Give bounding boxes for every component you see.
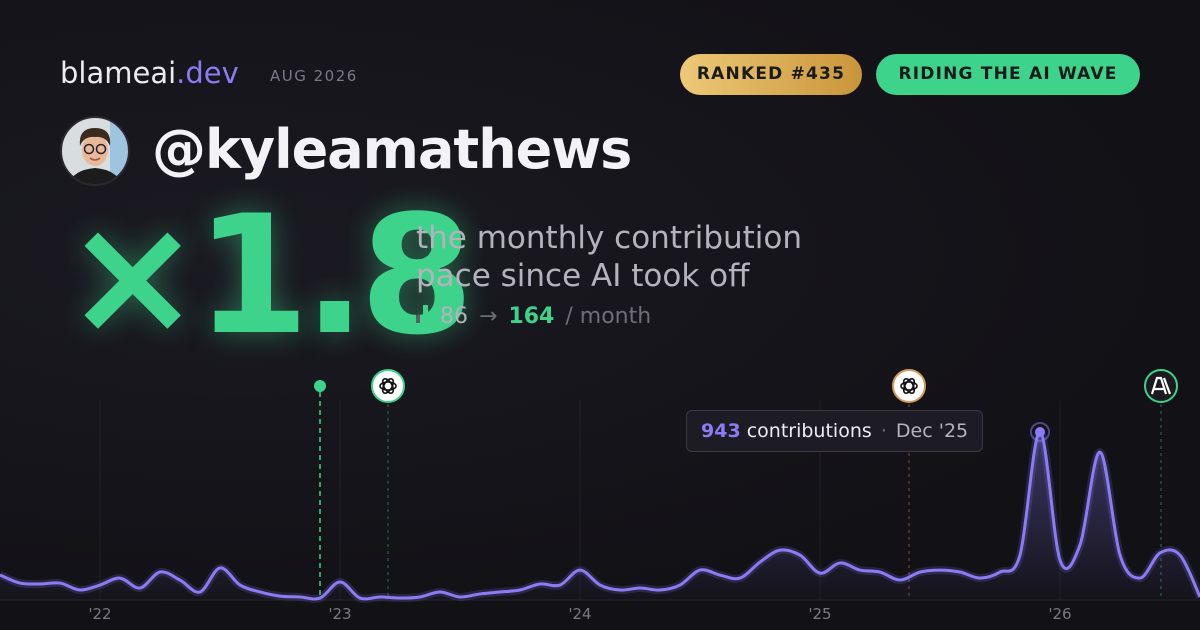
bar-icon bbox=[416, 315, 420, 323]
highlight-ring bbox=[1030, 421, 1050, 442]
avatar bbox=[60, 116, 130, 186]
after: 164 bbox=[508, 304, 555, 329]
arrow: → bbox=[479, 304, 498, 329]
anthropic-icon bbox=[1144, 369, 1178, 403]
caption: the monthly contribution pace since AI to… bbox=[416, 219, 802, 295]
status-badge: RIDING THE AI WAVE bbox=[876, 54, 1140, 95]
highlight-point bbox=[1035, 426, 1045, 437]
openai-icon bbox=[371, 369, 405, 403]
tooltip-value: 943 bbox=[701, 420, 741, 442]
x-tick-label: '26 bbox=[1048, 605, 1071, 623]
openai-icon bbox=[892, 369, 926, 403]
brand-suffix: .dev bbox=[176, 56, 239, 90]
multiplier: ×1.8 bbox=[64, 180, 474, 371]
area bbox=[0, 431, 1200, 600]
username: @kyleamathews bbox=[152, 118, 632, 181]
tooltip-date: Dec '25 bbox=[895, 420, 969, 442]
x-tick-label: '25 bbox=[808, 605, 831, 623]
event-dot bbox=[314, 380, 326, 392]
pace-stats: 86 → 164 / month bbox=[416, 304, 651, 329]
period: AUG 2026 bbox=[270, 67, 358, 85]
unit: / month bbox=[565, 304, 652, 329]
tooltip-label: contributions bbox=[746, 420, 872, 442]
x-tick-label: '22 bbox=[88, 605, 111, 623]
line bbox=[0, 430, 1200, 601]
caption-line: the monthly contribution bbox=[416, 220, 803, 256]
tooltip: 943 contributions · Dec '25 bbox=[686, 410, 984, 452]
rank-badge: RANKED #435 bbox=[680, 54, 862, 95]
before: 86 bbox=[440, 304, 468, 329]
caption-line: pace since AI took off bbox=[416, 258, 750, 294]
bar-icon bbox=[423, 305, 428, 323]
brand: blameai.dev bbox=[60, 56, 239, 90]
x-tick-label: '23 bbox=[328, 605, 351, 623]
events bbox=[314, 369, 1178, 596]
separator: · bbox=[880, 420, 887, 442]
x-tick-label: '24 bbox=[568, 605, 591, 623]
brand-name: blameai bbox=[60, 56, 177, 90]
